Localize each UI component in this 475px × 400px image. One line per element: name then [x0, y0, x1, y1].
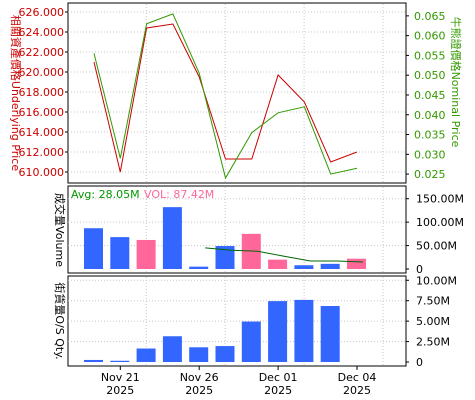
- price-left-tick-label: 616.000: [19, 106, 65, 119]
- outstanding-right-ticks: 0 2.50M 5.00M 7.50M 10.00M: [406, 274, 457, 369]
- nominal-price-axis-label: 牛熊證價格Nominal Price: [449, 17, 463, 148]
- price-right-tick-label: 0.030: [414, 148, 446, 161]
- underlying-price-axis-label: 相關資產價格Underlying Price: [9, 15, 23, 171]
- price-left-ticks: 610.000 612.000 614.000 616.000 618.000 620.0…: [19, 6, 68, 179]
- outstanding-bar: [241, 321, 261, 362]
- outstanding-bar: [215, 346, 235, 362]
- x-tick-year: 2025: [264, 384, 292, 397]
- price-grid: [68, 4, 406, 182]
- outstanding-bar: [110, 360, 130, 362]
- volume-bars: [84, 207, 366, 269]
- x-tick-year: 2025: [343, 384, 371, 397]
- price-left-tick-label: 610.000: [19, 166, 65, 179]
- volume-bar: [162, 207, 182, 269]
- volume-bar: [215, 246, 235, 269]
- price-right-tick-label: 0.040: [414, 109, 446, 122]
- price-panel-frame: [67, 2, 407, 184]
- price-right-tick-label: 0.045: [414, 89, 446, 102]
- price-right-tick-label: 0.060: [414, 30, 446, 43]
- outstanding-axis-label: 街貨量O/S Qty.: [53, 282, 67, 359]
- volume-bar: [320, 263, 340, 269]
- volume-tick-label: 0: [416, 263, 423, 276]
- outstanding-tick-label: 7.50M: [416, 295, 450, 308]
- price-left-tick-label: 622.000: [19, 46, 65, 59]
- price-left-tick-label: 618.000: [19, 86, 65, 99]
- underlying-price-line: [93, 23, 358, 173]
- price-left-tick-label: 612.000: [19, 146, 65, 159]
- outstanding-bar: [294, 299, 314, 362]
- volume-bar: [268, 259, 288, 269]
- nominal-price-line: [93, 13, 358, 180]
- x-tick-year: 2025: [106, 384, 134, 397]
- x-tick-label: Nov 21: [101, 371, 140, 384]
- volume-tick-label: 100.00M: [416, 216, 464, 229]
- outstanding-bars: [84, 299, 340, 362]
- outstanding-bar: [162, 336, 182, 362]
- volume-current-text: VOL: 87.42M: [144, 188, 214, 201]
- volume-grid: [68, 187, 406, 272]
- price-right-tick-label: 0.055: [414, 49, 446, 62]
- x-tick-label: Dec 04: [338, 371, 377, 384]
- outstanding-bar: [84, 359, 103, 362]
- outstanding-grid: [68, 277, 406, 365]
- x-tick-year: 2025: [185, 384, 213, 397]
- outstanding-bar: [320, 306, 340, 362]
- price-left-tick-label: 626.000: [19, 6, 65, 19]
- volume-bar: [110, 237, 130, 269]
- outstanding-bar: [189, 347, 209, 362]
- volume-average-line: [205, 247, 364, 263]
- volume-average-text: Avg: 28.05M: [71, 188, 140, 201]
- outstanding-tick-label: 0: [416, 356, 423, 369]
- volume-bar: [189, 266, 209, 269]
- volume-bar: [294, 265, 314, 269]
- outstanding-tick-label: 10.00M: [416, 274, 457, 287]
- volume-tick-label: 50.00M: [416, 240, 457, 253]
- price-right-tick-label: 0.035: [414, 129, 446, 142]
- x-tick-label: Dec 01: [259, 371, 298, 384]
- volume-axis-label: 成交量Volume: [53, 193, 67, 267]
- outstanding-tick-label: 2.50M: [416, 336, 450, 349]
- outstanding-tick-label: 5.00M: [416, 315, 450, 328]
- volume-bar: [347, 258, 366, 269]
- price-left-tick-label: 614.000: [19, 126, 65, 139]
- price-right-ticks: 0.025 0.030 0.035 0.040 0.045 0.050 0.055 0.060…: [406, 10, 446, 181]
- price-left-tick-label: 624.000: [19, 26, 65, 39]
- price-right-tick-label: 0.025: [414, 168, 446, 181]
- x-tick-label: Nov 26: [180, 371, 219, 384]
- outstanding-bar: [136, 348, 156, 362]
- volume-right-ticks: 0 50.00M 100.00M 150.00M: [406, 193, 464, 276]
- volume-tick-label: 150.00M: [416, 193, 464, 206]
- price-left-tick-label: 620.000: [19, 66, 65, 79]
- price-right-tick-label: 0.065: [414, 10, 446, 23]
- volume-bar: [136, 239, 156, 269]
- price-right-tick-label: 0.050: [414, 69, 446, 82]
- outstanding-bar: [268, 301, 288, 362]
- volume-bar: [84, 228, 103, 269]
